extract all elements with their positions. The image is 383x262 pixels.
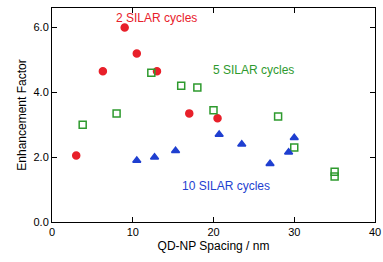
svg-text:0: 0 (49, 226, 55, 238)
svg-text:10 SILAR cycles: 10 SILAR cycles (182, 179, 270, 193)
svg-text:6.0: 6.0 (34, 21, 49, 33)
svg-text:10: 10 (127, 226, 139, 238)
svg-text:0.0: 0.0 (34, 216, 49, 228)
svg-text:2.0: 2.0 (34, 151, 49, 163)
svg-text:2 SILAR cycles: 2 SILAR cycles (116, 11, 197, 25)
svg-text:QD-NP Spacing / nm: QD-NP Spacing / nm (158, 239, 270, 253)
svg-text:4.0: 4.0 (34, 86, 49, 98)
svg-text:Enhancement Factor: Enhancement Factor (15, 59, 29, 170)
svg-text:20: 20 (207, 226, 219, 238)
svg-text:5 SILAR cycles: 5 SILAR cycles (213, 63, 294, 77)
svg-text:40: 40 (369, 226, 381, 238)
svg-text:30: 30 (288, 226, 300, 238)
